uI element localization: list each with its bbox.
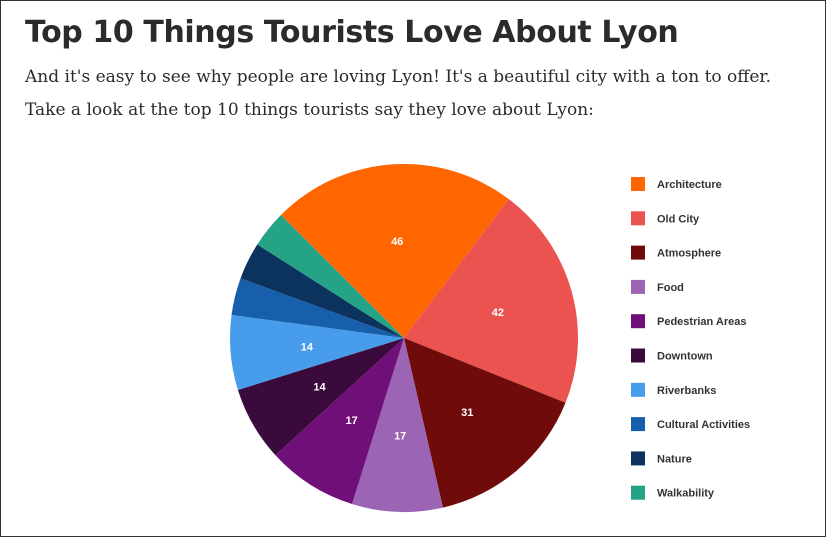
pie-slices: [230, 163, 579, 512]
lead-in-paragraph: Take a look at the top 10 things tourist…: [25, 100, 594, 120]
data-label-food: 17: [394, 430, 406, 442]
chart-legend: Architecture Old City Atmosphere Food Pedest…: [631, 177, 750, 500]
intro-paragraph: And it's easy to see why people are lovi…: [25, 67, 772, 87]
data-label-architecture: 46: [391, 236, 403, 248]
legend-label-cultural-activities: Cultural Activities: [657, 419, 750, 431]
pie-slice-food: [352, 338, 443, 512]
pie-slice-cultural-activities: [231, 278, 404, 338]
pie-slice-riverbanks: [230, 315, 404, 390]
legend-swatch-atmosphere: [631, 245, 645, 260]
legend-swatch-pedestrian-areas: [631, 314, 645, 329]
pie-data-labels: 46 42 31 17 17 14 14: [301, 236, 504, 443]
legend-label-nature: Nature: [657, 453, 692, 465]
pie-slice-atmosphere: [404, 338, 566, 508]
data-label-pedestrian-areas: 17: [345, 415, 357, 427]
pie-slice-downtown: [237, 338, 404, 456]
pie-slice-nature: [240, 244, 404, 338]
pie-slice-walkability: [257, 214, 404, 338]
data-label-riverbanks: 14: [301, 341, 314, 353]
legend-label-riverbanks: Riverbanks: [657, 385, 716, 397]
legend-label-downtown: Downtown: [657, 351, 713, 363]
data-label-old-city: 42: [492, 307, 504, 319]
legend-swatch-old-city: [631, 211, 645, 226]
pie-slice-architecture: [280, 163, 509, 338]
legend-swatch-cultural-activities: [631, 417, 645, 432]
legend-swatch-downtown: [631, 348, 645, 363]
legend-label-atmosphere: Atmosphere: [657, 248, 721, 260]
pie-slice-pedestrian-areas: [275, 338, 404, 505]
legend-label-architecture: Architecture: [657, 179, 722, 191]
legend-swatch-food: [631, 279, 645, 294]
legend-swatch-nature: [631, 451, 645, 466]
legend-label-old-city: Old City: [657, 213, 700, 225]
data-label-atmosphere: 31: [461, 407, 473, 419]
legend-label-food: Food: [657, 282, 684, 294]
legend-swatch-architecture: [631, 177, 645, 191]
page-title: Top 10 Things Tourists Love About Lyon: [25, 15, 679, 50]
data-label-downtown: 14: [313, 382, 326, 394]
pie-slice-old-city: [404, 199, 579, 403]
legend-swatch-riverbanks: [631, 382, 645, 397]
legend-label-walkability: Walkability: [657, 488, 715, 500]
legend-swatch-walkability: [631, 485, 645, 500]
legend-label-pedestrian-areas: Pedestrian Areas: [657, 316, 746, 328]
